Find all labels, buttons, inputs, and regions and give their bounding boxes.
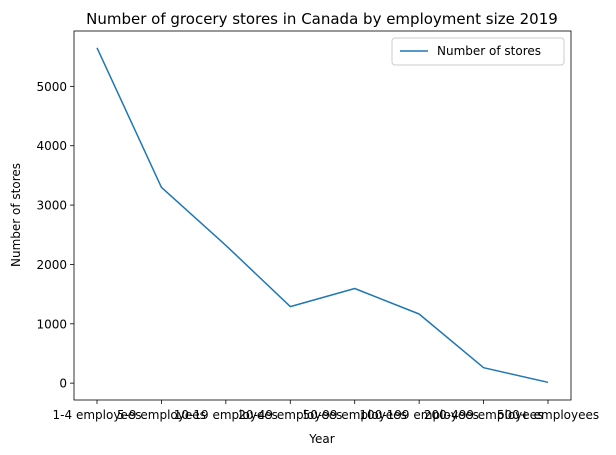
x-tick-label: 5-9 employees (117, 408, 206, 422)
x-tick-label: 50-99 employees (303, 408, 407, 422)
legend-label: Number of stores (437, 44, 541, 58)
y-tick-label: 5000 (36, 80, 67, 94)
series-line (96, 47, 549, 384)
legend-box (391, 37, 565, 66)
y-tick-label: 3000 (36, 199, 67, 213)
y-tick-label: 2000 (36, 258, 67, 272)
y-axis-label: Number of stores (9, 163, 23, 267)
legend: Number of stores (391, 37, 565, 66)
x-tick-label: 10-19 employees (174, 408, 278, 422)
x-tick-label: 20-49 employees (238, 408, 342, 422)
x-axis-label: Year (308, 432, 334, 446)
plot-frame (73, 30, 572, 401)
y-tick-label: 4000 (36, 139, 67, 153)
y-axis-ticks: 0 1000 2000 3000 4000 5000 (36, 80, 74, 391)
x-tick-label: 200-499 employees (424, 408, 543, 422)
x-tick-label: 1-4 employees (53, 408, 142, 422)
x-tick-label: 500+ employees (497, 408, 599, 422)
x-tick-label: 100-199 employees (359, 408, 478, 422)
chart-title: Number of grocery stores in Canada by em… (86, 10, 558, 28)
y-tick-label: 0 (59, 377, 67, 391)
plot-area (74, 31, 571, 400)
y-tick-label: 1000 (36, 317, 67, 331)
series-layer (96, 47, 549, 384)
